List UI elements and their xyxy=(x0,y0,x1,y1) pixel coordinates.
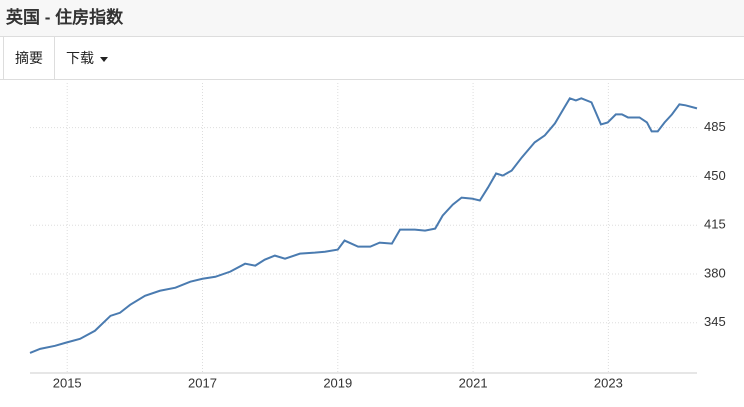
x-tick-label: 2017 xyxy=(188,375,217,390)
y-tick-label: 380 xyxy=(704,265,726,280)
y-tick-label: 345 xyxy=(704,314,726,329)
chart: 345 380 415 450 485 2015 2017 2019 2021 2023 xyxy=(29,83,726,390)
x-tick-label: 2019 xyxy=(323,375,352,390)
x-tick-label: 2015 xyxy=(53,375,82,390)
y-tick-label: 450 xyxy=(704,168,726,183)
tab-label: 下载 xyxy=(66,50,94,66)
tab[interactable]: 摘要 xyxy=(3,37,55,79)
tab-label: 摘要 xyxy=(15,50,43,66)
x-tick-label: 2021 xyxy=(459,375,488,390)
x-tick-label: 2023 xyxy=(594,375,623,390)
tab[interactable]: 下载 xyxy=(55,37,119,79)
page-title: 英国 - 住房指数 xyxy=(0,0,744,37)
data-line xyxy=(29,97,698,354)
dropdown-caret xyxy=(100,56,108,62)
y-tick-label: 415 xyxy=(704,217,726,232)
y-tick-label: 485 xyxy=(704,119,726,134)
tab-bar: 摘要 下载 xyxy=(0,37,744,80)
